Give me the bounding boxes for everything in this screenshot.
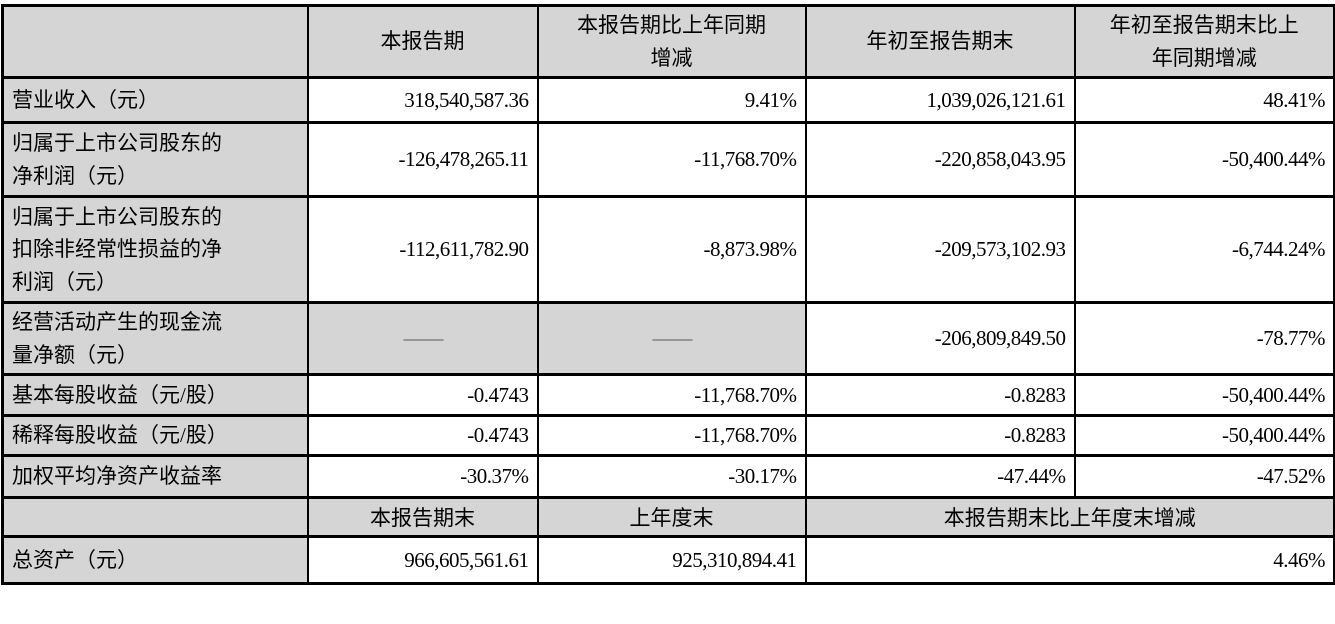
cell-basic-eps-ytd: -0.8283 bbox=[804, 373, 1076, 418]
header-yoy-change: 本报告期比上年同期 增减 bbox=[536, 3, 807, 80]
cell-net-profit-excl-ytd-yoy: -6,744.24% bbox=[1073, 195, 1335, 305]
header-empty-cell bbox=[1, 3, 309, 80]
cell-net-profit-excl-ytd: -209,573,102.93 bbox=[804, 195, 1076, 305]
cell-cash-flow-current-dash: —— bbox=[306, 301, 539, 377]
cell-net-profit-current: -126,478,265.11 bbox=[306, 121, 539, 199]
row-net-profit-excl-nonrecurring: 归属于上市公司股东的 扣除非经常性损益的净 利润（元） -112,611,782… bbox=[1, 195, 1335, 305]
cell-diluted-eps-ytd-yoy: -50,400.44% bbox=[1073, 414, 1335, 458]
cell-roe-ytd-yoy: -47.52% bbox=[1073, 454, 1335, 500]
cell-revenue-ytd-yoy: 48.41% bbox=[1073, 76, 1335, 125]
row-revenue: 营业收入（元） 318,540,587.36 9.41% 1,039,026,1… bbox=[1, 76, 1335, 125]
row-total-assets: 总资产（元） 966,605,561.61 925,310,894.41 4.4… bbox=[1, 535, 1335, 586]
row-operating-cash-flow: 经营活动产生的现金流 量净额（元） —— —— -206,809,849.50 … bbox=[1, 301, 1335, 377]
cell-diluted-eps-ytd: -0.8283 bbox=[804, 414, 1076, 458]
header-row: 本报告期 本报告期比上年同期 增减 年初至报告期末 年初至报告期末比上 年同期增… bbox=[1, 3, 1335, 80]
cell-roe-yoy: -30.17% bbox=[536, 454, 807, 500]
cell-revenue-ytd: 1,039,026,121.61 bbox=[804, 76, 1076, 125]
header-current-period: 本报告期 bbox=[306, 3, 539, 80]
cell-revenue-yoy: 9.41% bbox=[536, 76, 807, 125]
cell-basic-eps-yoy: -11,768.70% bbox=[536, 373, 807, 418]
subheader-prev-year-end: 上年度末 bbox=[536, 496, 807, 539]
cell-diluted-eps-current: -0.4743 bbox=[306, 414, 539, 458]
cell-basic-eps-ytd-yoy: -50,400.44% bbox=[1073, 373, 1335, 418]
cell-net-profit-excl-yoy: -8,873.98% bbox=[536, 195, 807, 305]
cell-net-profit-ytd-yoy: -50,400.44% bbox=[1073, 121, 1335, 199]
subheader-change-vs-prev-year-end: 本报告期末比上年度末增减 bbox=[804, 496, 1335, 539]
row-net-profit: 归属于上市公司股东的 净利润（元） -126,478,265.11 -11,76… bbox=[1, 121, 1335, 199]
cell-total-assets-period-end: 966,605,561.61 bbox=[306, 535, 539, 586]
cell-total-assets-prev-year-end: 925,310,894.41 bbox=[536, 535, 807, 586]
row-diluted-eps: 稀释每股收益（元/股） -0.4743 -11,768.70% -0.8283 … bbox=[1, 414, 1335, 458]
row-label-total-assets: 总资产（元） bbox=[1, 535, 309, 586]
cell-roe-ytd: -47.44% bbox=[804, 454, 1076, 500]
cell-diluted-eps-yoy: -11,768.70% bbox=[536, 414, 807, 458]
cell-cash-flow-yoy-dash: —— bbox=[536, 301, 807, 377]
row-label-roe: 加权平均净资产收益率 bbox=[1, 454, 309, 500]
cell-net-profit-excl-current: -112,611,782.90 bbox=[306, 195, 539, 305]
subheader-row: 本报告期末 上年度末 本报告期末比上年度末增减 bbox=[1, 496, 1335, 539]
cell-cash-flow-ytd: -206,809,849.50 bbox=[804, 301, 1076, 377]
cell-net-profit-yoy: -11,768.70% bbox=[536, 121, 807, 199]
header-ytd: 年初至报告期末 bbox=[804, 3, 1076, 80]
row-label-revenue: 营业收入（元） bbox=[1, 76, 309, 125]
cell-net-profit-ytd: -220,858,043.95 bbox=[804, 121, 1076, 199]
header-ytd-yoy-change: 年初至报告期末比上 年同期增减 bbox=[1073, 3, 1335, 80]
row-basic-eps: 基本每股收益（元/股） -0.4743 -11,768.70% -0.8283 … bbox=[1, 373, 1335, 418]
subheader-empty-cell bbox=[1, 496, 309, 539]
row-label-net-profit-excl: 归属于上市公司股东的 扣除非经常性损益的净 利润（元） bbox=[1, 195, 309, 305]
financial-summary-table: 本报告期 本报告期比上年同期 增减 年初至报告期末 年初至报告期末比上 年同期增… bbox=[1, 3, 1335, 586]
cell-roe-current: -30.37% bbox=[306, 454, 539, 500]
cell-total-assets-change: 4.46% bbox=[804, 535, 1335, 586]
row-weighted-avg-roe: 加权平均净资产收益率 -30.37% -30.17% -47.44% -47.5… bbox=[1, 454, 1335, 500]
subheader-period-end: 本报告期末 bbox=[306, 496, 539, 539]
row-label-net-profit: 归属于上市公司股东的 净利润（元） bbox=[1, 121, 309, 199]
cell-basic-eps-current: -0.4743 bbox=[306, 373, 539, 418]
row-label-basic-eps: 基本每股收益（元/股） bbox=[1, 373, 309, 418]
cell-revenue-current: 318,540,587.36 bbox=[306, 76, 539, 125]
row-label-diluted-eps: 稀释每股收益（元/股） bbox=[1, 414, 309, 458]
cell-cash-flow-ytd-yoy: -78.77% bbox=[1073, 301, 1335, 377]
row-label-cash-flow: 经营活动产生的现金流 量净额（元） bbox=[1, 301, 309, 377]
